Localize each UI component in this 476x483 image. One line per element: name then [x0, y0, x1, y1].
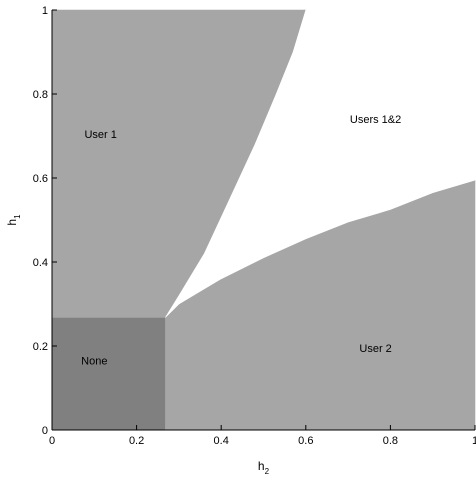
- y-axis-label: h1: [5, 214, 22, 226]
- y-tick-label: 1: [42, 5, 48, 17]
- region-label-none: None: [81, 356, 107, 368]
- y-tick-label: 0.6: [33, 173, 48, 185]
- x-tick-label: 1: [472, 435, 476, 447]
- x-tick-label: 0.2: [129, 435, 144, 447]
- y-tick-label: 0: [42, 425, 48, 437]
- y-tick-label: 0.2: [33, 341, 48, 353]
- y-tick-label: 0.8: [33, 89, 48, 101]
- x-tick-label: 0.6: [298, 435, 313, 447]
- x-tick-label: 0.8: [383, 435, 398, 447]
- region-none: [51, 317, 166, 431]
- axes-layer: [51, 10, 475, 431]
- x-axis-label: h2: [258, 459, 270, 476]
- regions-layer: [51, 9, 476, 431]
- region-labels-layer: None User 1 User 2 Users 1&2: [81, 114, 401, 368]
- x-tick-label: 0.4: [214, 435, 229, 447]
- x-tick-label: 0: [49, 435, 55, 447]
- region-label-users-1-2: Users 1&2: [350, 114, 401, 126]
- ticks-layer: 0 0.2 0.4 0.6 0.8 1 0 0.2 0.4 0.6 0.8 1: [33, 5, 476, 447]
- y-tick-label: 0.4: [33, 257, 48, 269]
- region-label-user-1: User 1: [84, 129, 116, 141]
- region-label-user-2: User 2: [359, 343, 391, 355]
- region-users-1-2: [165, 9, 476, 318]
